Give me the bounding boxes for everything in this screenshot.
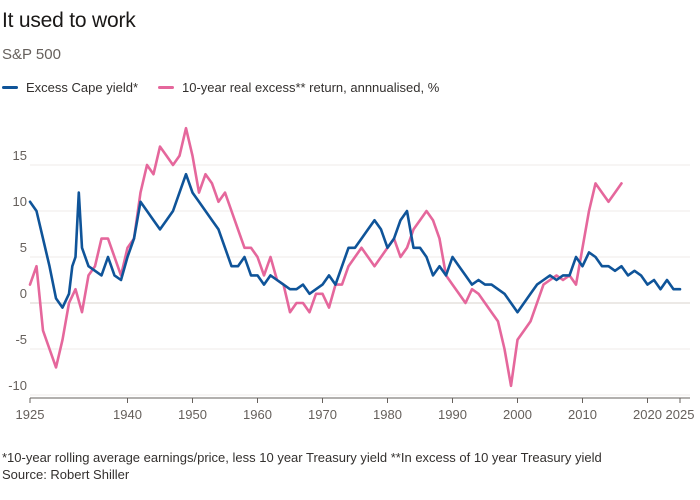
- x-tick-label: 2000: [503, 407, 532, 422]
- source-text: Source: Robert Shiller: [2, 467, 130, 482]
- legend: Excess Cape yield* 10-year real excess**…: [2, 80, 439, 95]
- chart-title: It used to work: [2, 9, 136, 32]
- legend-label-cape: Excess Cape yield*: [26, 80, 138, 95]
- footnote: *10-year rolling average earnings/price,…: [2, 449, 602, 483]
- x-tick-label: 1950: [178, 407, 207, 422]
- footnote-text: *10-year rolling average earnings/price,…: [2, 450, 602, 465]
- y-tick-label: -5: [15, 332, 27, 347]
- legend-item-cape: Excess Cape yield*: [2, 80, 138, 95]
- legend-swatch-cape: [2, 86, 18, 89]
- legend-label-return: 10-year real excess** return, annnualise…: [182, 80, 440, 95]
- x-tick-label: 1960: [243, 407, 272, 422]
- x-tick-label: 1970: [308, 407, 337, 422]
- x-tick-label: 1940: [113, 407, 142, 422]
- x-tick-label: 2010: [568, 407, 597, 422]
- y-axis-labels: 15 10 5 0 -5 -10: [8, 148, 27, 393]
- y-tick-label: -10: [8, 378, 27, 393]
- series-line-1: [28, 126, 623, 388]
- legend-item-return: 10-year real excess** return, annnualise…: [158, 80, 439, 95]
- x-axis: 1925 1940 1950 1960 1970 1980 1990 2000 2010 2020…: [16, 397, 695, 422]
- y-tick-label: 0: [20, 286, 27, 301]
- legend-swatch-return: [158, 86, 174, 89]
- y-tick-label: 10: [13, 194, 27, 209]
- chart-subtitle: S&P 500: [2, 46, 61, 63]
- x-tick-label: 2025: [666, 407, 695, 422]
- x-tick-label: 2020: [633, 407, 662, 422]
- x-tick-label: 1990: [438, 407, 467, 422]
- x-tick-label: 1925: [16, 407, 45, 422]
- y-tick-label: 15: [13, 148, 27, 163]
- x-tick-label: 1980: [373, 407, 402, 422]
- series-lines: [28, 126, 682, 388]
- series-line-0: [28, 172, 682, 314]
- y-tick-label: 5: [20, 240, 27, 255]
